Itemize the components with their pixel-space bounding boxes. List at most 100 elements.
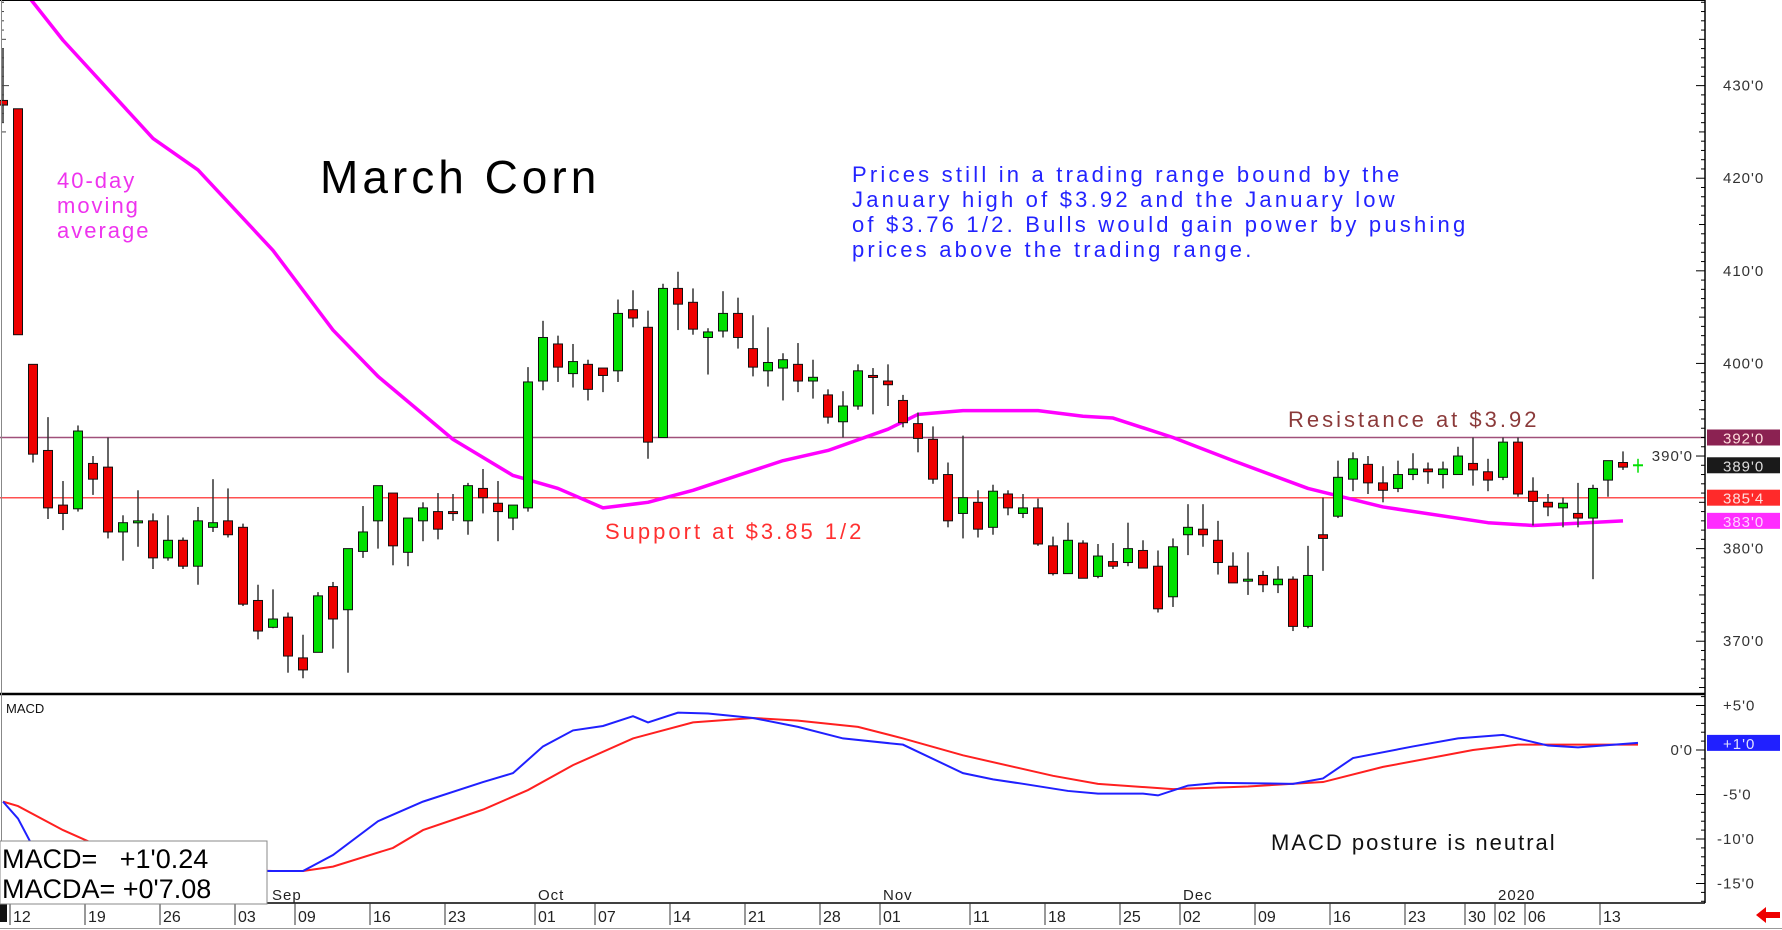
date-label: 03 [238, 909, 256, 926]
candle-body [433, 511, 443, 530]
chart-title: March Corn [320, 151, 600, 203]
scroll-handle[interactable] [0, 904, 7, 922]
ma-label-line: average [57, 218, 151, 243]
candle [583, 359, 593, 401]
candle [688, 288, 698, 335]
candle-body [478, 487, 488, 499]
candle-body [1078, 542, 1088, 579]
candle-body [1033, 507, 1043, 545]
month-label: Sep [272, 887, 302, 904]
candle-body [1318, 534, 1328, 539]
candle [1258, 570, 1268, 593]
candle [1123, 522, 1133, 567]
date-label: 16 [1333, 909, 1351, 926]
price-axis-label: 390'0 [1652, 448, 1693, 465]
moving-average-layer [28, 0, 1624, 528]
candle-body [568, 361, 578, 375]
candle-body [13, 108, 23, 336]
macd-tag-bg [1707, 734, 1780, 751]
candle-body [673, 287, 683, 305]
candle-body [733, 312, 743, 338]
candle [1453, 446, 1463, 476]
candle [133, 490, 143, 547]
candle [523, 367, 533, 512]
candle-body [1018, 507, 1028, 514]
candle [43, 417, 53, 519]
candle-body [73, 430, 83, 510]
price-axis-label: 410'0 [1723, 263, 1764, 280]
macd-axis-label: +5'0 [1723, 698, 1755, 715]
candle [313, 592, 323, 653]
candle-body [1063, 539, 1073, 575]
candle-body [1123, 548, 1133, 564]
price-tag-bg [1707, 512, 1780, 529]
candle [853, 364, 863, 410]
candle [1348, 452, 1358, 492]
candle [13, 108, 23, 336]
candle-body [793, 363, 803, 382]
candle-body [958, 497, 968, 514]
candle-body [1558, 502, 1568, 509]
candle-body [1423, 468, 1433, 473]
candle [493, 481, 503, 542]
date-label: 09 [1258, 909, 1276, 926]
candle-body [1213, 539, 1223, 564]
price-axis-label: 430'0 [1723, 78, 1764, 95]
date-label: 13 [1603, 909, 1621, 926]
candle [913, 412, 923, 453]
candle-body [1183, 526, 1193, 536]
candle [793, 343, 803, 393]
candle [1318, 497, 1328, 571]
candle [1528, 477, 1538, 526]
candle [268, 589, 278, 629]
candle [1393, 460, 1403, 493]
candle-body [343, 548, 353, 611]
candle-body [1348, 458, 1358, 480]
candle [1063, 522, 1073, 575]
candle [1078, 540, 1088, 579]
candle-body [763, 361, 773, 372]
candle-body [943, 474, 953, 522]
candle [1153, 550, 1163, 613]
candle [628, 290, 638, 328]
candle-body [193, 520, 203, 567]
candle-body [823, 394, 833, 418]
candle [928, 426, 938, 484]
price-tag-bg [1707, 457, 1780, 474]
macd-panel-title: MACD [6, 701, 44, 716]
candle [868, 368, 878, 415]
candle-body [163, 539, 173, 559]
level-lines [0, 436, 1705, 499]
candle-body [253, 599, 263, 632]
candle-body [598, 367, 608, 376]
candle [1018, 493, 1028, 519]
candle-body [328, 586, 338, 620]
candle [1573, 482, 1583, 528]
candle [388, 492, 398, 566]
candle-body [688, 301, 698, 330]
candle-body [238, 526, 248, 605]
candle-body [388, 492, 398, 547]
candle [163, 515, 173, 561]
candle-body [1603, 460, 1613, 481]
candle [58, 481, 68, 531]
candle [193, 506, 203, 585]
candle [1378, 466, 1388, 503]
candle [643, 310, 653, 459]
date-label: 19 [88, 909, 106, 926]
candle-body [748, 348, 758, 368]
candle [988, 484, 998, 535]
date-label: 25 [1123, 909, 1141, 926]
macd-axis-label: -15'0 [1717, 876, 1755, 893]
support-label: Support at $3.85 1/2 [605, 519, 864, 544]
candle [148, 513, 158, 569]
candle-body [118, 522, 128, 533]
candle-body [1168, 546, 1178, 598]
candle-body [1378, 482, 1388, 491]
candle [178, 537, 188, 569]
scroll-left-arrow-icon[interactable] [1756, 907, 1780, 923]
candle-body [373, 485, 383, 522]
candle [208, 479, 218, 532]
candle-body [1438, 468, 1448, 476]
